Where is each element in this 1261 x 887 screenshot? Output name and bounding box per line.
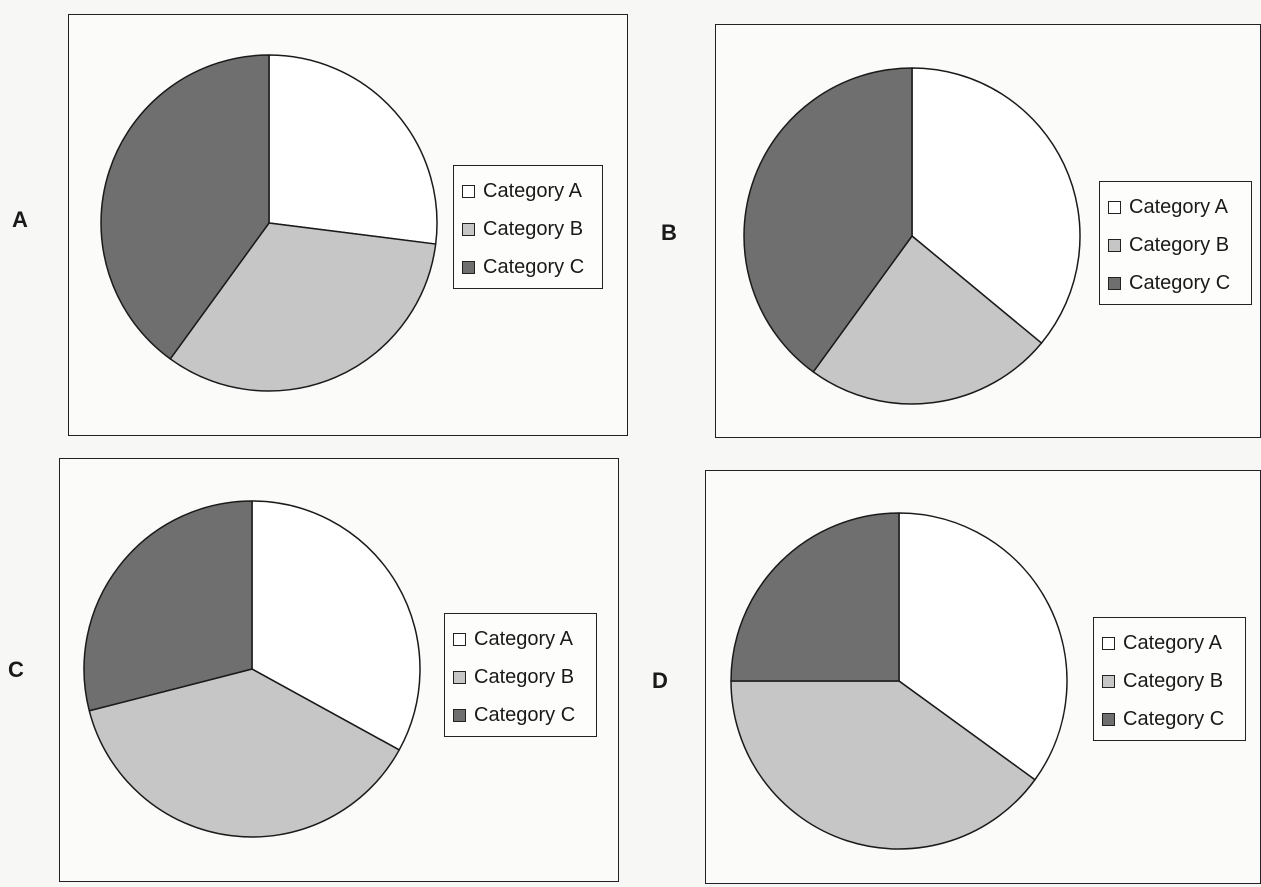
pie-slice-category-b (169, 222, 437, 392)
legend-swatch (1108, 276, 1121, 290)
chart-frame-b: Category A Category B Category C (715, 24, 1261, 438)
legend-item: Category B (453, 658, 590, 696)
legend-item: Category C (462, 248, 596, 286)
legend-item: Category A (1102, 624, 1239, 662)
legend-swatch (462, 260, 475, 274)
legend-swatch (453, 670, 466, 684)
legend-a: Category A Category B Category C (453, 165, 603, 289)
pie-slice-category-b (812, 235, 1043, 405)
legend-label: Category A (1123, 631, 1222, 654)
legend-swatch (1102, 712, 1115, 726)
legend-swatch (453, 708, 466, 722)
chart-frame-c: Category A Category B Category C (59, 458, 619, 882)
legend-swatch (462, 222, 475, 236)
legend-swatch (1102, 636, 1115, 650)
legend-item: Category A (462, 172, 596, 210)
chart-frame-a: Category A Category B Category C (68, 14, 628, 436)
legend-label: Category A (474, 627, 573, 650)
chart-frame-d: Category A Category B Category C (705, 470, 1261, 884)
pie-slice-category-b (88, 668, 400, 838)
legend-label: Category C (1123, 707, 1225, 730)
legend-item: Category B (1102, 662, 1239, 700)
legend-label: Category B (483, 217, 584, 240)
panel-label-c: C (8, 657, 24, 682)
pie-slice-category-c (743, 67, 913, 373)
legend-item: Category A (453, 620, 590, 658)
legend-d: Category A Category B Category C (1093, 617, 1246, 741)
pie-slice-category-a (911, 67, 1081, 344)
pie-chart-c (83, 500, 421, 838)
legend-label: Category B (1123, 669, 1224, 692)
panel-label-d: D (652, 668, 668, 693)
legend-item: Category C (1102, 700, 1239, 738)
pie-chart-a (100, 54, 438, 392)
legend-swatch (453, 632, 466, 646)
legend-item: Category C (453, 696, 590, 734)
pie-slice-category-c (100, 54, 270, 360)
legend-b: Category A Category B Category C (1099, 181, 1252, 305)
legend-c: Category A Category B Category C (444, 613, 597, 737)
pie-slice-category-a (251, 500, 421, 751)
legend-swatch (1102, 674, 1115, 688)
legend-swatch (1108, 238, 1121, 252)
legend-label: Category C (474, 703, 576, 726)
legend-item: Category B (462, 210, 596, 248)
panel-label-b: B (661, 220, 677, 245)
pie-slice-category-b (730, 680, 1036, 850)
legend-item: Category C (1108, 264, 1245, 302)
legend-label: Category B (474, 665, 575, 688)
legend-label: Category A (483, 179, 582, 202)
pie-slice-category-a (268, 54, 438, 245)
legend-item: Category B (1108, 226, 1245, 264)
panel-label-a: A (12, 207, 28, 232)
legend-label: Category A (1129, 195, 1228, 218)
pie-chart-d (730, 512, 1068, 850)
legend-label: Category C (483, 255, 585, 278)
legend-label: Category B (1129, 233, 1230, 256)
pie-slice-category-a (898, 512, 1068, 781)
legend-label: Category C (1129, 271, 1231, 294)
pie-chart-b (743, 67, 1081, 405)
legend-swatch (1108, 200, 1121, 214)
pie-slice-category-c (730, 512, 900, 682)
pie-slice-category-c (83, 500, 253, 712)
legend-item: Category A (1108, 188, 1245, 226)
legend-swatch (462, 184, 475, 198)
